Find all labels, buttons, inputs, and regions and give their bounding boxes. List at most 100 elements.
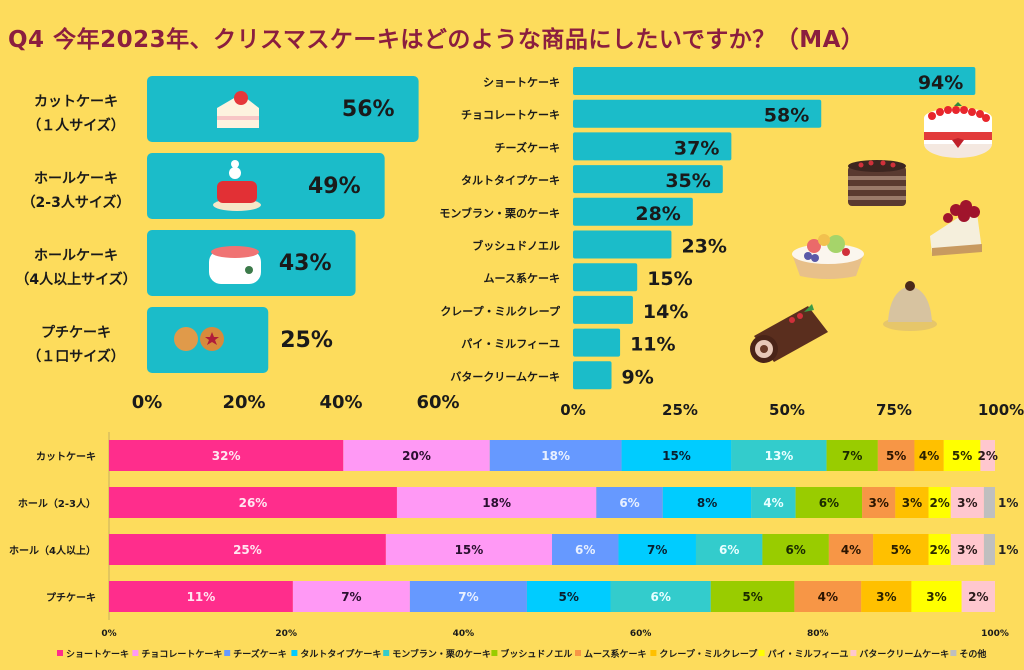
category-label: ホールケーキ: [34, 171, 118, 187]
segment-label: 26%: [239, 496, 268, 510]
segment: [873, 534, 929, 565]
category-label: （4人以上サイズ）: [15, 271, 136, 288]
strawberry-shortcake-icon: [924, 102, 992, 158]
value-label: 49%: [308, 174, 361, 199]
bar-3: [573, 165, 723, 194]
segment-label: 3%: [957, 543, 977, 557]
segment: [795, 487, 863, 518]
value-label: 9%: [622, 366, 654, 388]
x-tick-label: 80%: [807, 629, 829, 639]
segment: [596, 487, 663, 518]
segment-label: 7%: [458, 590, 478, 604]
segment-label: 20%: [402, 449, 431, 463]
category-label: ブッシュドノエル: [472, 239, 560, 253]
chart-title: Q4 今年2023年、クリスマスケーキはどのような商品にしたいですか？（MA）: [8, 27, 865, 53]
segment-label: 3%: [902, 496, 922, 510]
segment-label: 6%: [650, 590, 670, 604]
segment: [980, 440, 995, 471]
segment: [109, 534, 386, 565]
x-tick-label: 0%: [132, 392, 163, 413]
segment-label: 1%: [998, 496, 1018, 510]
segment: [710, 581, 795, 612]
category-label: パイ・ミルフィーユ: [461, 338, 560, 351]
value-label: 58%: [764, 105, 809, 127]
legend-label: ムース系ケーキ: [584, 648, 647, 660]
segment: [950, 534, 984, 565]
bar-1: [573, 99, 822, 128]
segment-label: 5%: [559, 590, 579, 604]
legend-swatch: [57, 650, 63, 656]
category-label: ムース系ケーキ: [484, 271, 560, 285]
segment: [861, 581, 912, 612]
segment-label: 7%: [647, 543, 667, 557]
segment-label: 8%: [697, 496, 717, 510]
segment: [983, 487, 995, 518]
segment: [928, 487, 951, 518]
category-label: ホール（2-3人）: [18, 497, 96, 510]
segment-label: 2%: [929, 543, 949, 557]
segment: [385, 534, 552, 565]
segment: [109, 440, 344, 471]
segment: [943, 440, 981, 471]
category-label: プチケーキ: [41, 325, 111, 341]
whole-cake-snowman-icon: [213, 160, 261, 211]
legend-label: パイ・ミルフィーユ: [768, 648, 849, 660]
segment: [731, 440, 827, 471]
category-label: タルトタイプケーキ: [461, 173, 560, 187]
x-tick-label: 20%: [222, 392, 265, 413]
value-label: 37%: [674, 137, 719, 159]
bar-8: [573, 328, 621, 357]
legend-label: クレープ・ミルクレープ: [659, 648, 758, 660]
x-tick-label: 20%: [275, 629, 297, 639]
bar-1: [147, 153, 385, 219]
bar-4: [573, 197, 693, 226]
segment: [961, 581, 995, 612]
category-label: （１口サイズ）: [27, 348, 125, 365]
segment: [489, 440, 622, 471]
segment: [983, 534, 995, 565]
segment-label: 6%: [619, 496, 639, 510]
legend-label: チョコレートケーキ: [141, 649, 222, 660]
segment: [751, 487, 796, 518]
mont-blanc-icon: [883, 281, 937, 331]
x-tick-label: 75%: [876, 401, 912, 419]
segment: [862, 487, 896, 518]
segment: [695, 534, 763, 565]
segment-label: 2%: [968, 590, 988, 604]
segment: [662, 487, 752, 518]
segment-label: 5%: [742, 590, 762, 604]
segment-label: 3%: [869, 496, 889, 510]
segment-label: 6%: [575, 543, 595, 557]
segment-label: 4%: [818, 590, 838, 604]
x-tick-label: 100%: [981, 629, 1009, 639]
segment-label: 13%: [765, 449, 794, 463]
value-label: 28%: [635, 203, 680, 225]
legend-label: チーズケーキ: [233, 648, 287, 660]
segment-label: 6%: [719, 543, 739, 557]
segment-label: 1%: [998, 543, 1018, 557]
x-tick-label: 50%: [769, 401, 805, 419]
bar-5: [573, 230, 672, 259]
value-label: 14%: [643, 301, 688, 323]
bar-0: [573, 67, 976, 95]
segment: [618, 534, 696, 565]
legend-swatch: [132, 650, 139, 656]
chocolate-layer-cake-icon: [848, 160, 906, 206]
segment: [911, 581, 962, 612]
segment-label: 18%: [482, 496, 511, 510]
segment: [928, 534, 951, 565]
segment: [292, 581, 410, 612]
category-label: （１人サイズ）: [27, 117, 125, 134]
segment: [826, 440, 878, 471]
segment-label: 11%: [187, 590, 216, 604]
legend-swatch: [575, 650, 581, 656]
value-label: 15%: [647, 268, 692, 290]
segment-label: 15%: [455, 543, 484, 557]
segment: [552, 534, 619, 565]
legend-label: タルトタイプケーキ: [300, 648, 381, 660]
x-tick-label: 40%: [453, 629, 475, 639]
category-label: カットケーキ: [34, 94, 118, 110]
bar-7: [573, 295, 633, 324]
category-label: バタークリームケーキ: [450, 370, 560, 383]
segment-label: 6%: [785, 543, 805, 557]
